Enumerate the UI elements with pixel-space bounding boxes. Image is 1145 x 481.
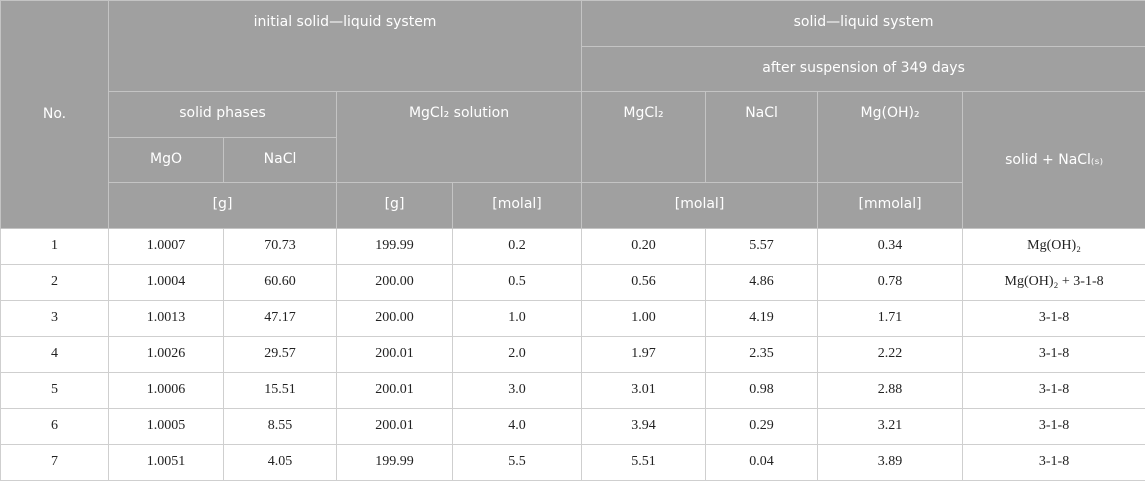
table-cell: 200.01 <box>336 335 453 373</box>
header-cell: solid + NaCl₍ₛ₎ <box>962 91 1145 229</box>
table-cell: 3-1-8 <box>962 443 1145 481</box>
table-cell: 2.22 <box>817 335 964 373</box>
table-cell: 70.73 <box>223 227 337 265</box>
header-cell: Mg(OH)₂ <box>817 91 964 184</box>
table-cell: 0.2 <box>451 227 583 265</box>
table-cell: 199.99 <box>336 227 453 265</box>
header-cell: No. <box>0 0 109 229</box>
table-cell: 1.0004 <box>108 263 224 301</box>
table-cell: 3-1-8 <box>962 335 1145 373</box>
header-cell: NaCl <box>223 136 337 184</box>
header-row: after suspension of 349 days <box>1 45 1145 93</box>
table-row: 7 1.0051 4.05 199.99 5.5 5.51 0.04 3.89 3-1-8 <box>0 443 1145 481</box>
table-row: 5 1.0006 15.51 200.01 3.0 3.01 0.98 2.88 3-1-8 <box>0 371 1145 409</box>
table-cell: 47.17 <box>223 299 337 337</box>
table-cell: 0.20 <box>581 227 707 265</box>
table-cell: 60.60 <box>223 263 337 301</box>
table-row: 1 1.0007 70.73 199.99 0.2 0.20 5.57 0.34 Mg(OH)₂ <box>0 227 1145 265</box>
table-cell: 1.71 <box>817 299 964 337</box>
header-cell: initial solid—liquid system <box>107 0 583 93</box>
table-cell: 0.34 <box>817 227 964 265</box>
table-cell: 3.94 <box>581 407 707 445</box>
header-cell: [g] <box>336 182 453 229</box>
table-cell: 1.0 <box>451 299 583 337</box>
header-row: MgO NaCl <box>1 136 1145 184</box>
table-cell: 200.00 <box>336 263 453 301</box>
table-cell: 3 <box>0 299 109 337</box>
table-cell: 0.56 <box>581 263 707 301</box>
table-cell: 0.78 <box>817 263 964 301</box>
table-cell: 1.97 <box>581 335 707 373</box>
table-cell: 0.04 <box>705 443 819 481</box>
table-cell: 29.57 <box>223 335 337 373</box>
table-cell: 15.51 <box>223 371 337 409</box>
header-cell: after suspension of 349 days <box>581 45 1145 93</box>
table-cell: 3.21 <box>817 407 964 445</box>
table-cell: 4.86 <box>705 263 819 301</box>
table-cell: 5.5 <box>451 443 583 481</box>
table-cell: Mg(OH)₂ <box>962 227 1145 265</box>
header-cell: NaCl <box>705 91 819 184</box>
header-row: No. initial solid—liquid system solid—li… <box>0 0 1145 229</box>
table-cell: 7 <box>0 443 109 481</box>
table-cell: 1.0007 <box>108 227 224 265</box>
table-cell: 4.0 <box>451 407 583 445</box>
header-cell: solid phases <box>108 91 337 138</box>
header-cell: MgCl₂ solution <box>335 91 583 184</box>
header-cell: MgO <box>108 136 224 184</box>
table-header: No. initial solid—liquid system solid—li… <box>0 0 1145 229</box>
table-cell: 1.00 <box>581 299 707 337</box>
table-cell: 5.57 <box>705 227 819 265</box>
table-cell: 200.01 <box>336 371 453 409</box>
table-cell: 4.19 <box>705 299 819 337</box>
table-row: 2 1.0004 60.60 200.00 0.5 0.56 4.86 0.78 Mg(OH)₂… <box>0 263 1145 301</box>
table-cell: 6 <box>0 407 109 445</box>
table-cell: 199.99 <box>336 443 453 481</box>
table-body: 1 1.0007 70.73 199.99 0.2 0.20 5.57 0.34 Mg(OH)₂… <box>0 227 1145 481</box>
table-cell: 2.0 <box>451 335 583 373</box>
header-row: [g] [g] [molal] [molal] [mmolal] <box>1 182 1145 229</box>
table-cell: 1.0013 <box>108 299 224 337</box>
table-cell: 200.01 <box>336 407 453 445</box>
table-cell: 3-1-8 <box>962 299 1145 337</box>
table-cell: 1.0051 <box>108 443 224 481</box>
table-cell: 3-1-8 <box>962 371 1145 409</box>
table-cell: 3.89 <box>817 443 964 481</box>
table-cell: 2.35 <box>705 335 819 373</box>
table-cell: 2 <box>0 263 109 301</box>
header-cell: solid—liquid system <box>581 0 1145 47</box>
table-row: 6 1.0005 8.55 200.01 4.0 3.94 0.29 3.21 3-1-8 <box>0 407 1145 445</box>
table-cell: Mg(OH)₂ + 3-1-8 <box>962 263 1145 301</box>
table-cell: 1.0005 <box>108 407 224 445</box>
table-cell: 8.55 <box>223 407 337 445</box>
table-cell: 1.0026 <box>108 335 224 373</box>
header-row: solid phases MgCl₂ solution MgCl₂ NaCl M… <box>1 91 1145 229</box>
table-cell: 3-1-8 <box>962 407 1145 445</box>
table-row: 3 1.0013 47.17 200.00 1.0 1.00 4.19 1.71 3-1-8 <box>0 299 1145 337</box>
table-cell: 0.98 <box>705 371 819 409</box>
header-cell: [molal] <box>581 182 819 229</box>
table-cell: 4 <box>0 335 109 373</box>
table-cell: 3.0 <box>451 371 583 409</box>
header-cell: [g] <box>108 182 337 229</box>
table-cell: 1 <box>0 227 109 265</box>
table-row: 4 1.0026 29.57 200.01 2.0 1.97 2.35 2.22 3-1-8 <box>0 335 1145 373</box>
table-cell: 4.05 <box>223 443 337 481</box>
table-cell: 200.00 <box>336 299 453 337</box>
table-cell: 5 <box>0 371 109 409</box>
table-cell: 3.01 <box>581 371 707 409</box>
header-cell: MgCl₂ <box>581 91 707 184</box>
header-cell: [molal] <box>451 182 583 229</box>
table-cell: 2.88 <box>817 371 964 409</box>
table-cell: 0.5 <box>451 263 583 301</box>
header-cell: [mmolal] <box>817 182 964 229</box>
table-cell: 0.29 <box>705 407 819 445</box>
table-cell: 1.0006 <box>108 371 224 409</box>
table-cell: 5.51 <box>581 443 707 481</box>
